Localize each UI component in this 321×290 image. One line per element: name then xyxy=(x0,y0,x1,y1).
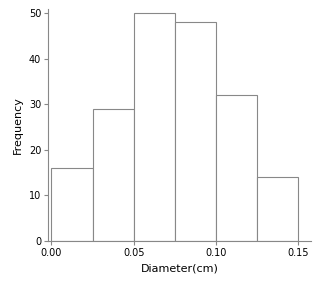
X-axis label: Diameter(cm): Diameter(cm) xyxy=(141,263,219,273)
Bar xyxy=(51,168,92,241)
Bar xyxy=(92,109,134,241)
Y-axis label: Frequency: Frequency xyxy=(13,96,23,154)
Bar xyxy=(257,177,298,241)
Bar xyxy=(216,95,257,241)
Bar xyxy=(175,22,216,241)
Bar xyxy=(134,13,175,241)
